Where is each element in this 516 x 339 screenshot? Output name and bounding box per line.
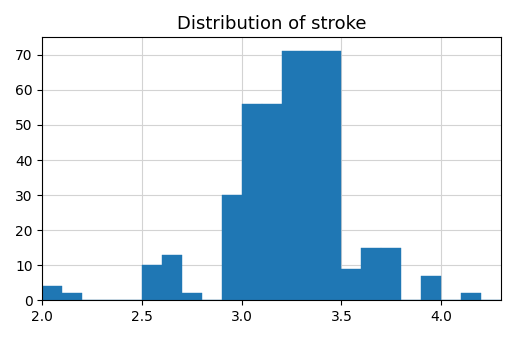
Bar (262, 104, 282, 300)
Bar (142, 265, 162, 300)
Bar (162, 255, 182, 300)
Bar (222, 195, 242, 300)
Bar (461, 293, 481, 300)
Bar (321, 51, 342, 300)
Bar (242, 104, 262, 300)
Bar (182, 293, 202, 300)
Bar (301, 51, 321, 300)
Bar (421, 276, 441, 300)
Bar (62, 293, 82, 300)
Bar (361, 248, 381, 300)
Bar (342, 269, 361, 300)
Title: Distribution of stroke: Distribution of stroke (177, 15, 366, 33)
Bar (381, 248, 401, 300)
Bar (282, 51, 301, 300)
Bar (42, 286, 62, 300)
